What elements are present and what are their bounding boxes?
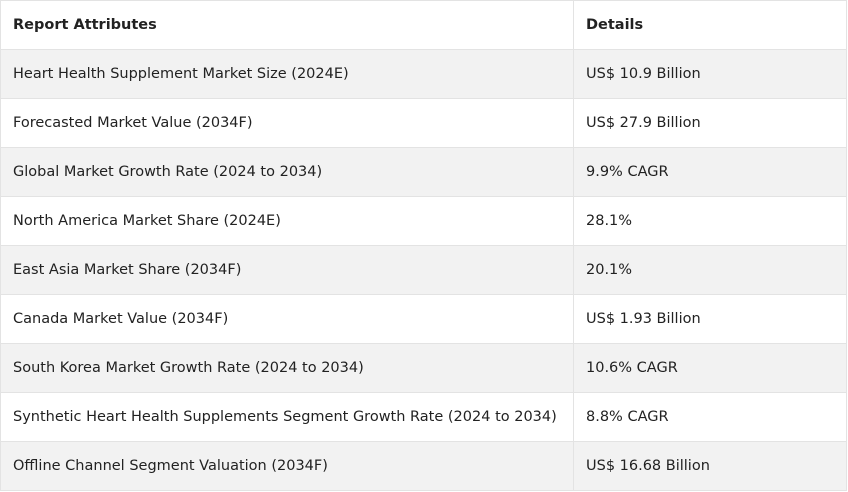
table-row: Synthetic Heart Health Supplements Segme… [0, 392, 847, 442]
attribute-cell: South Korea Market Growth Rate (2024 to … [0, 343, 574, 393]
attribute-cell: Heart Health Supplement Market Size (202… [0, 49, 574, 99]
table-row: Heart Health Supplement Market Size (202… [0, 49, 847, 99]
table-row: East Asia Market Share (2034F) 20.1% [0, 245, 847, 295]
table-row: Canada Market Value (2034F) US$ 1.93 Bill… [0, 294, 847, 344]
table-row: Forecasted Market Value (2034F) US$ 27.9 … [0, 98, 847, 148]
table-row: Global Market Growth Rate (2024 to 2034)… [0, 147, 847, 197]
detail-cell: US$ 16.68 Billion [573, 441, 847, 491]
detail-cell: US$ 1.93 Billion [573, 294, 847, 344]
header-row: Report Attributes Details [0, 0, 847, 50]
detail-cell: 10.6% CAGR [573, 343, 847, 393]
header-cell: Details [573, 0, 847, 50]
header-cell: Report Attributes [0, 0, 574, 50]
attribute-cell: North America Market Share (2024E) [0, 196, 574, 246]
table-row: South Korea Market Growth Rate (2024 to … [0, 343, 847, 393]
attribute-cell: Offline Channel Segment Valuation (2034F… [0, 441, 574, 491]
table-row: Offline Channel Segment Valuation (2034F… [0, 441, 847, 491]
attribute-cell: Synthetic Heart Health Supplements Segme… [0, 392, 574, 442]
detail-cell: 9.9% CAGR [573, 147, 847, 197]
detail-cell: US$ 10.9 Billion [573, 49, 847, 99]
table-row: North America Market Share (2024E) 28.1% [0, 196, 847, 246]
detail-cell: 28.1% [573, 196, 847, 246]
attribute-cell: Canada Market Value (2034F) [0, 294, 574, 344]
detail-cell: 20.1% [573, 245, 847, 295]
attribute-cell: East Asia Market Share (2034F) [0, 245, 574, 295]
detail-cell: 8.8% CAGR [573, 392, 847, 442]
attribute-cell: Forecasted Market Value (2034F) [0, 98, 574, 148]
attribute-cell: Global Market Growth Rate (2024 to 2034) [0, 147, 574, 197]
detail-cell: US$ 27.9 Billion [573, 98, 847, 148]
